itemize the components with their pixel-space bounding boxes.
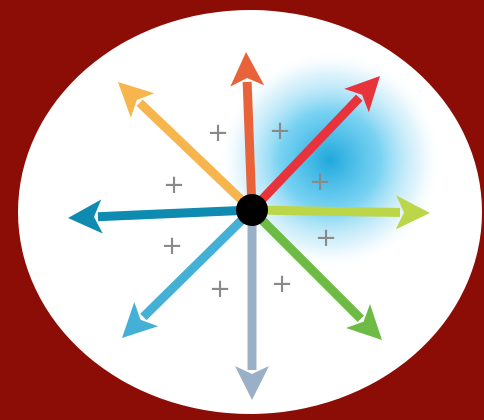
arrow-shaft-south [247, 210, 257, 370]
arrow-southeast [248, 206, 382, 340]
plus-sign: + [309, 167, 331, 197]
arrow-south [235, 210, 269, 400]
plus-sign: + [315, 223, 337, 253]
arrow-head-south [235, 366, 269, 400]
arrow-northwest [118, 82, 256, 214]
arrow-shaft-east [251, 205, 401, 217]
arrow-shaft-southeast [248, 206, 364, 322]
plus-sign: + [271, 269, 293, 299]
arrow-head-north [230, 52, 265, 87]
arrow-shaft-northeast [248, 94, 363, 214]
plus-sign: + [163, 170, 185, 200]
plus-sign: + [269, 116, 291, 146]
arrow-north [230, 52, 265, 211]
plus-signs-layer: + + + + + + + + [161, 116, 337, 304]
arrow-head-southwest [122, 302, 159, 338]
arrow-west [68, 199, 253, 234]
arrow-head-east [395, 195, 430, 230]
arrow-east [251, 195, 430, 230]
center-dot [236, 194, 268, 226]
plus-sign: + [207, 118, 229, 148]
arrow-shaft-north [242, 81, 257, 211]
arrow-northeast [248, 76, 380, 214]
arrows-layer [68, 52, 430, 400]
plus-sign: + [161, 231, 183, 261]
arrow-shaft-northwest [136, 99, 256, 214]
arrow-head-southeast [345, 303, 382, 340]
arrow-head-northwest [118, 82, 155, 118]
plus-sign: + [209, 274, 231, 304]
arrow-head-northeast [344, 76, 380, 113]
arrow-southwest [122, 206, 256, 338]
arrow-head-west [68, 199, 103, 234]
arrow-shaft-southwest [140, 206, 256, 321]
arrow-shaft-west [97, 205, 253, 222]
